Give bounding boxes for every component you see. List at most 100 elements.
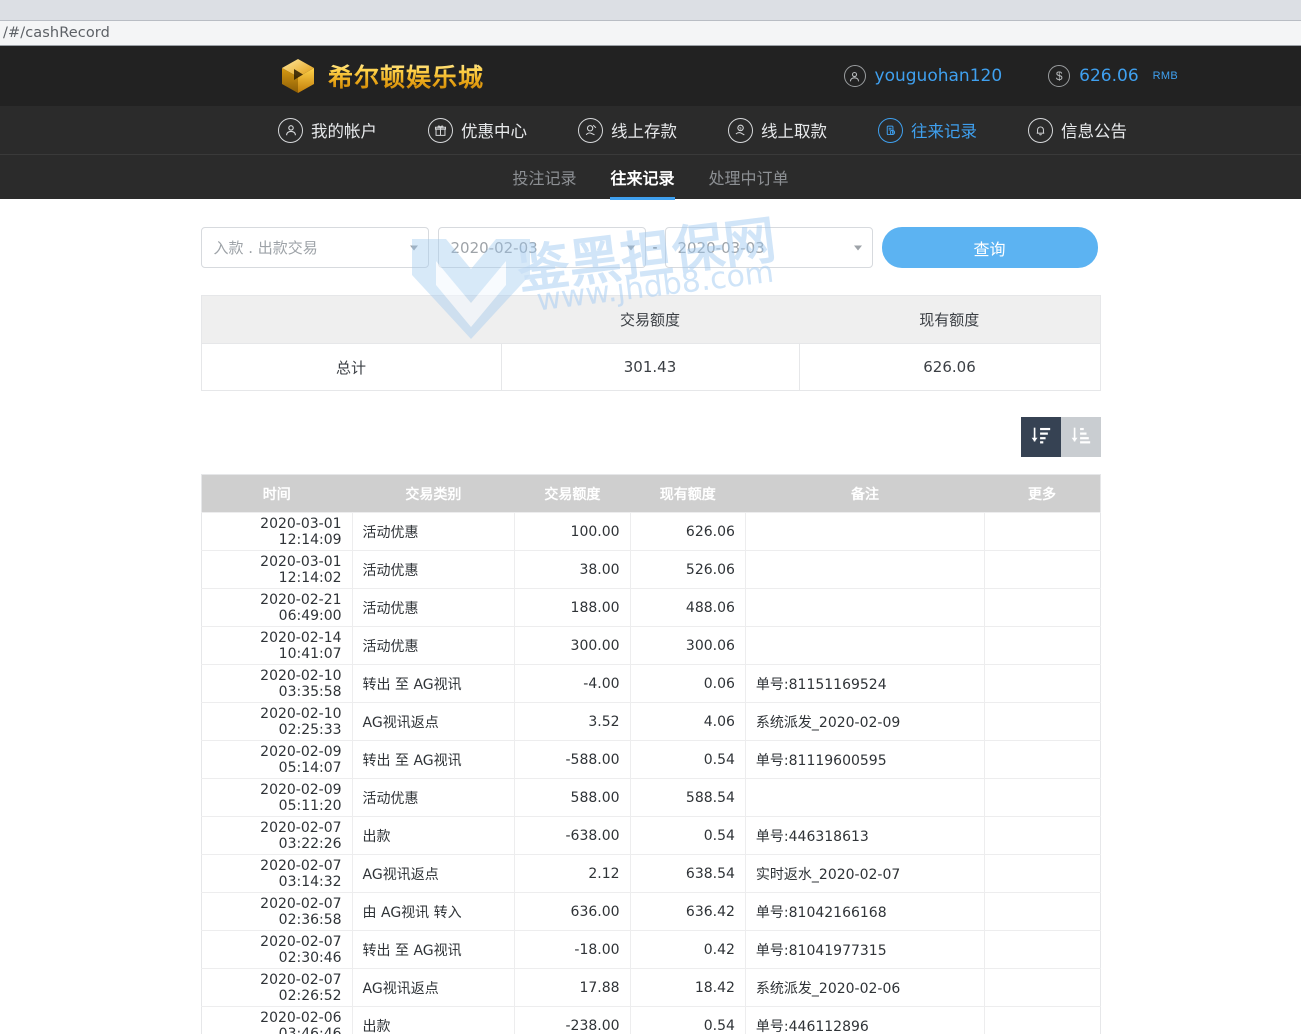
balance-currency: RMB [1152, 70, 1178, 82]
record-cell-balance: 0.54 [630, 816, 746, 855]
record-cell-amount: -18.00 [514, 930, 631, 969]
record-cell-balance: 18.42 [630, 968, 746, 1007]
transaction-type-select[interactable]: 入款 . 出款交易 [200, 227, 429, 268]
nav-item-transaction-records[interactable]: 往来记录 [878, 117, 977, 143]
record-cell-more [984, 892, 1100, 931]
user-circle-icon [278, 117, 303, 143]
record-cell-note [745, 778, 986, 817]
nav-item-promotions[interactable]: 优惠中心 [428, 117, 527, 143]
col-header-time[interactable]: 时间 [201, 474, 353, 513]
record-cell-time: 2020-02-09 05:14:07 [201, 740, 353, 779]
sort-descending-button[interactable] [1020, 417, 1061, 457]
table-row[interactable]: 2020-02-07 03:14:32 AG视讯返点 2.12 638.54 实时返水_… [201, 854, 1100, 893]
record-cell-amount: 188.00 [514, 588, 631, 627]
table-row[interactable]: 2020-02-10 03:35:58 转出 至 AG视讯 -4.00 0.06 单号:… [201, 664, 1100, 703]
chevron-down-icon [409, 245, 418, 250]
table-row[interactable]: 2020-02-07 02:26:52 AG视讯返点 17.88 18.42 系统派发_… [201, 968, 1100, 1007]
nav-label: 信息公告 [1061, 122, 1127, 141]
col-header-amount[interactable]: 交易额度 [514, 474, 631, 513]
date-to-select[interactable]: 2020-03-03 [664, 227, 873, 268]
table-row[interactable]: 2020-02-07 02:30:46 转出 至 AG视讯 -18.00 0.42 单号… [201, 930, 1100, 969]
tab-betting-records[interactable]: 投注记录 [512, 169, 577, 188]
nav-item-online-withdraw[interactable]: $ 线上取款 [728, 117, 827, 143]
chevron-down-icon [626, 245, 635, 250]
col-header-note[interactable]: 备注 [745, 474, 985, 513]
table-row[interactable]: 2020-03-01 12:14:02 活动优惠 38.00 526.06 [201, 550, 1100, 589]
table-row[interactable]: 2020-02-07 03:22:26 出款 -638.00 0.54 单号:44631… [201, 816, 1100, 855]
record-cell-type: 活动优惠 [352, 778, 516, 817]
record-cell-type: AG视讯返点 [352, 702, 516, 741]
record-cell-amount: 17.88 [514, 968, 631, 1007]
record-cell-type: 转出 至 AG视讯 [352, 664, 516, 703]
table-row[interactable]: 2020-02-07 02:36:58 由 AG视讯 转入 636.00 636.42… [201, 892, 1100, 931]
query-button[interactable]: 查询 [881, 227, 1098, 268]
record-cell-time: 2020-02-10 03:35:58 [201, 664, 353, 703]
user-circle-icon [843, 65, 866, 87]
record-cell-balance: 0.54 [630, 740, 746, 779]
tab-pending-orders[interactable]: 处理中订单 [708, 169, 789, 188]
record-cell-amount: 38.00 [514, 550, 631, 589]
record-cell-note [745, 512, 986, 551]
account-username-item[interactable]: youguohan120 [843, 65, 1002, 87]
header-account-area: youguohan120 $ 626.06 RMB [843, 65, 1178, 87]
record-cell-time: 2020-02-21 06:49:00 [201, 588, 353, 627]
table-row[interactable]: 2020-02-09 05:14:07 转出 至 AG视讯 -588.00 0.54 单… [201, 740, 1100, 779]
record-cell-note [745, 626, 986, 665]
table-row[interactable]: 2020-02-21 06:49:00 活动优惠 188.00 488.06 [201, 588, 1100, 627]
record-cell-time: 2020-02-07 02:30:46 [201, 930, 353, 969]
record-cell-note [745, 550, 986, 589]
nav-item-my-account[interactable]: 我的帐户 [278, 117, 377, 143]
main-navigation: 我的帐户 优惠中心 线上存款 $ 线上取款 [0, 106, 1301, 154]
table-row[interactable]: 2020-02-10 02:25:33 AG视讯返点 3.52 4.06 系统派发_20… [201, 702, 1100, 741]
col-header-more[interactable]: 更多 [984, 474, 1100, 513]
account-balance-item[interactable]: $ 626.06 RMB [1048, 65, 1178, 87]
record-cell-note: 单号:81042166168 [745, 892, 986, 931]
summary-total-balance: 626.06 [799, 343, 1100, 391]
record-cell-time: 2020-02-10 02:25:33 [201, 702, 353, 741]
record-cell-more [984, 968, 1100, 1007]
sub-tabs: 投注记录 往来记录 处理中订单 [0, 154, 1301, 200]
record-cell-type: 活动优惠 [352, 512, 516, 551]
withdraw-hand-icon: $ [728, 117, 753, 143]
record-cell-time: 2020-02-06 03:46:46 [201, 1006, 353, 1034]
page-content: 入款 . 出款交易 2020-02-03 - 2020-03-03 查询 交易额… [0, 199, 1301, 1034]
col-header-type[interactable]: 交易类别 [352, 474, 515, 513]
sort-button-group [201, 417, 1101, 457]
table-row[interactable]: 2020-02-09 05:11:20 活动优惠 588.00 588.54 [201, 778, 1100, 817]
record-cell-time: 2020-02-07 02:36:58 [201, 892, 353, 931]
record-cell-time: 2020-02-14 10:41:07 [201, 626, 353, 665]
record-cell-amount: 588.00 [514, 778, 631, 817]
nav-item-online-deposit[interactable]: 线上存款 [578, 117, 677, 143]
site-logo[interactable]: 希尔顿娱乐城 [278, 56, 484, 96]
record-cell-note: 单号:81151169524 [745, 664, 986, 703]
record-cell-time: 2020-02-09 05:11:20 [201, 778, 353, 817]
record-cell-time: 2020-02-07 02:26:52 [201, 968, 353, 1007]
date-range-separator: - [652, 239, 658, 256]
filter-bar: 入款 . 出款交易 2020-02-03 - 2020-03-03 查询 [200, 227, 1101, 268]
url-text: /#/cashRecord [3, 25, 110, 41]
sort-ascending-button[interactable] [1060, 417, 1101, 457]
record-cell-balance: 638.54 [630, 854, 746, 893]
nav-label: 线上取款 [761, 122, 827, 141]
record-cell-balance: 588.54 [630, 778, 746, 817]
record-cell-more [984, 702, 1100, 741]
browser-url-bar[interactable]: /#/cashRecord [0, 21, 1301, 46]
record-cell-note: 单号:81119600595 [745, 740, 986, 779]
col-header-balance[interactable]: 现有额度 [630, 474, 746, 513]
record-cell-time: 2020-02-07 03:14:32 [201, 854, 353, 893]
record-cell-more [984, 664, 1100, 703]
record-cell-more [984, 588, 1100, 627]
brand-name: 希尔顿娱乐城 [328, 58, 484, 94]
date-from-select[interactable]: 2020-02-03 [437, 227, 646, 268]
record-cell-note: 系统派发_2020-02-09 [745, 702, 986, 741]
record-cell-balance: 488.06 [630, 588, 746, 627]
table-row[interactable]: 2020-03-01 12:14:09 活动优惠 100.00 626.06 [201, 512, 1100, 551]
record-cell-note [745, 588, 986, 627]
table-row[interactable]: 2020-02-14 10:41:07 活动优惠 300.00 300.06 [201, 626, 1100, 665]
record-cell-balance: 0.06 [630, 664, 746, 703]
nav-label: 优惠中心 [461, 122, 527, 141]
tab-transaction-records[interactable]: 往来记录 [610, 155, 675, 200]
table-row[interactable]: 2020-02-06 03:46:46 出款 -238.00 0.54 单号:44611… [201, 1006, 1100, 1034]
nav-item-announcements[interactable]: 信息公告 [1028, 117, 1127, 143]
summary-table: 交易额度 现有额度 总计 301.43 626.06 [200, 295, 1101, 391]
